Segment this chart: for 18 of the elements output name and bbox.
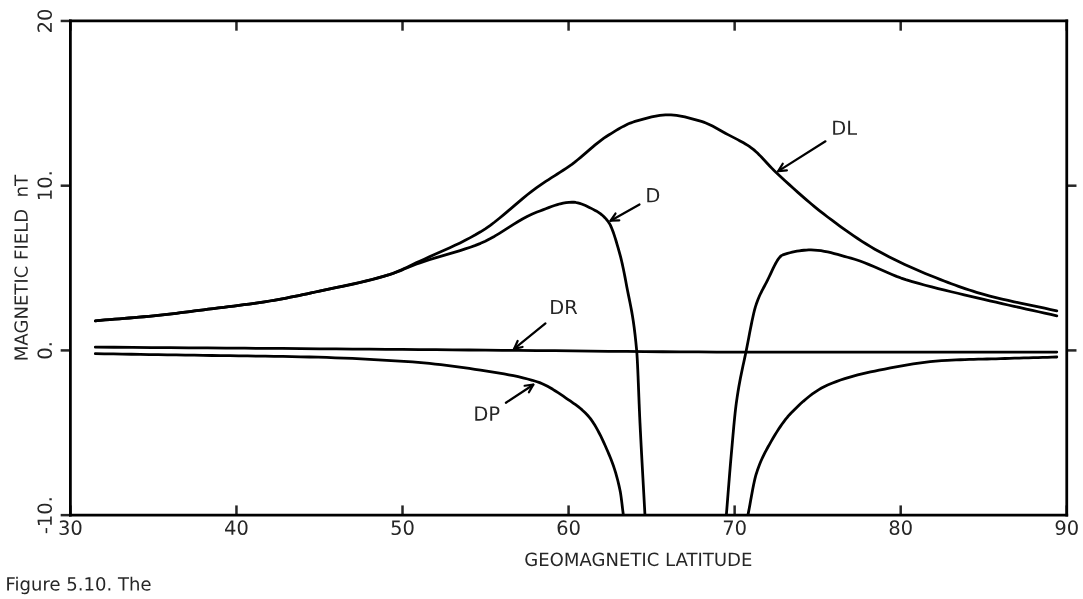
annotation: D [647,188,660,203]
x-tick-label: 40 [225,520,248,536]
annotation: DP [475,406,500,421]
y-tick-label: 0. [37,343,53,359]
x-tick-label: 50 [391,520,414,536]
x-tick-label: 70 [723,520,746,536]
y-axis-title: MAGNETIC FIELD nT [14,174,28,360]
x-tick-label: 30 [59,520,82,536]
annotation: DL [833,120,857,135]
y-tick-label: -10. [37,498,53,534]
x-tick-label: 80 [889,520,912,536]
y-tick-label: 20 [37,9,53,32]
x-tick-label: 90 [1055,520,1078,536]
annotation: DR [551,299,578,315]
y-tick-label: 10. [37,172,53,200]
x-tick-label: 60 [557,520,580,536]
x-axis-title: GEOMAGNETIC LATITUDE [525,552,752,567]
caption: Figure 5.10. The [7,576,151,595]
